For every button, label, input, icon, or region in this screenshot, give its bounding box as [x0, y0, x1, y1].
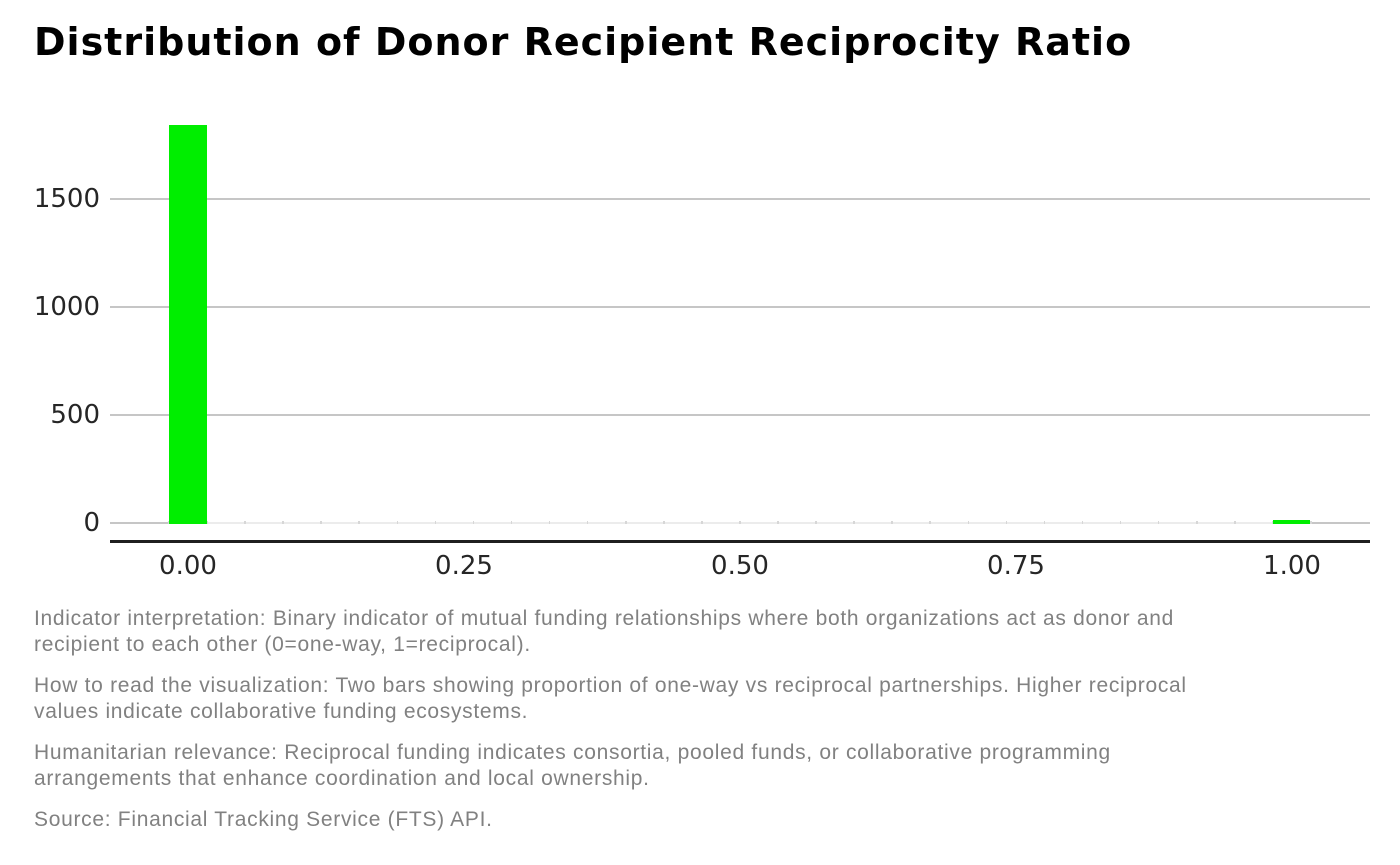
bin-edge-mark [1005, 521, 1008, 524]
bin-edge-mark [320, 521, 323, 524]
bin-edge-mark [1234, 521, 1236, 524]
bin-edge-mark [1195, 521, 1198, 524]
y-gridline [110, 414, 1370, 416]
y-gridline [110, 198, 1370, 200]
bin-edge-mark [1310, 521, 1312, 524]
bin-edge-mark [853, 521, 855, 524]
bin-edge-mark [815, 521, 817, 524]
note-indicator-interpretation: Indicator interpretation: Binary indicat… [34, 607, 1174, 656]
bin-edge-mark [1081, 521, 1084, 524]
bin-edge-mark [777, 521, 779, 524]
note-humanitarian-relevance: Humanitarian relevance: Reciprocal fundi… [34, 741, 1111, 790]
y-tick-label: 0 [83, 508, 100, 538]
bin-edge-mark [168, 521, 170, 524]
y-gridline [110, 306, 1370, 308]
bin-edge-mark [510, 521, 513, 524]
bin-edge-mark [472, 521, 475, 524]
chart-title: Distribution of Donor Recipient Reciproc… [34, 20, 1133, 64]
bin-edge-mark [663, 521, 665, 524]
bin-edge-mark [548, 521, 551, 524]
y-tick-label: 1000 [33, 292, 100, 322]
bin-edge-mark [1043, 521, 1046, 524]
bin-edge-mark [701, 521, 703, 524]
x-tick-label: 0.75 [987, 551, 1045, 581]
note-how-to-read: How to read the visualization: Two bars … [34, 674, 1187, 723]
x-tick-label: 0.50 [711, 551, 769, 581]
x-tick-label: 0.25 [435, 551, 493, 581]
bin-edge-mark [967, 521, 970, 524]
bin-edge-mark [206, 521, 208, 524]
bin-edge-mark [891, 521, 893, 524]
x-tick-label: 1.00 [1263, 551, 1321, 581]
bin-edge-mark [244, 521, 246, 524]
bin-edge-mark [929, 521, 932, 524]
bin-edge-mark [396, 521, 399, 524]
y-tick-label: 500 [50, 400, 100, 430]
histogram-bar [169, 125, 207, 524]
bin-edge-mark [434, 521, 437, 524]
bin-edge-mark [1272, 521, 1274, 524]
bin-edge-mark [739, 521, 741, 524]
y-tick-label: 1500 [33, 184, 100, 214]
histogram-bar [1273, 520, 1311, 524]
x-tick-label: 0.00 [159, 551, 217, 581]
bin-edge-mark [282, 521, 284, 524]
bin-edge-mark [624, 521, 627, 524]
bin-edge-mark [1157, 521, 1160, 524]
bin-edge-mark [586, 521, 589, 524]
x-axis-line [110, 540, 1370, 543]
chart-notes: Indicator interpretation: Binary indicat… [34, 606, 1364, 848]
bin-edge-mark [1119, 521, 1122, 524]
bin-edge-mark [358, 521, 361, 524]
note-source: Source: Financial Tracking Service (FTS)… [34, 808, 493, 831]
